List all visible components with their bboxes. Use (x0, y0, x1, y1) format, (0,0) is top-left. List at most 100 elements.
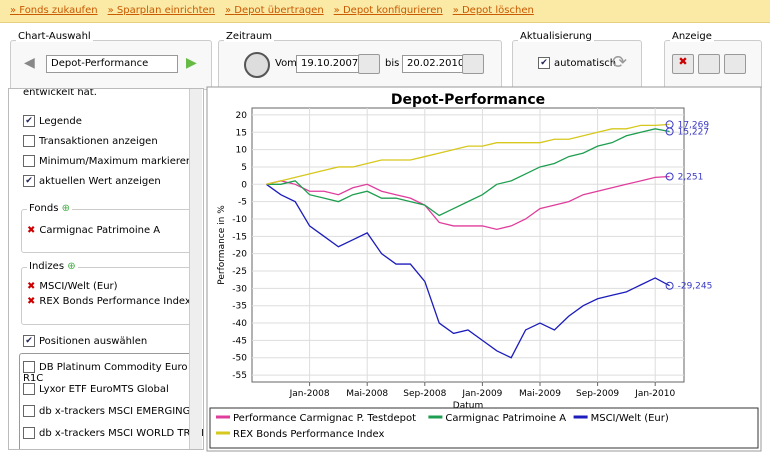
section-title: Fonds (29, 203, 59, 214)
checkbox[interactable]: ✔ (23, 335, 35, 347)
y-tick-label: -15 (232, 232, 247, 242)
chart: Depot-Performance 20 15 10 5 0 -5 -10 -15 -20 -25 -… (206, 86, 762, 452)
checkbox[interactable] (23, 155, 35, 167)
option-label: Minimum/Maximum markieren (39, 156, 193, 167)
fonds-item[interactable]: ✖ Carmignac Patrimoine A (27, 225, 161, 236)
y-tick-label: 10 (236, 146, 248, 156)
nav-link[interactable]: Depot konfigurieren (334, 5, 443, 16)
value-label: 15,227 (678, 127, 710, 137)
y-tick-label: -50 (232, 354, 247, 364)
option[interactable]: Minimum/Maximum markieren (23, 155, 192, 167)
legend-label: Carmignac Patrimoine A (445, 413, 566, 424)
x-tick-label: Jan-2009 (461, 389, 502, 399)
nav-link[interactable]: Depot löschen (453, 5, 534, 16)
y-tick-label: -20 (232, 250, 247, 260)
prev-arrow[interactable]: ◀ (24, 55, 35, 71)
position-item[interactable]: db x-trackers MSCI EMERGING MKT (23, 405, 204, 417)
x-axis-label: Datum (453, 401, 483, 411)
update-option-label: automatisch (554, 58, 617, 69)
index-name: REX Bonds Performance Index (39, 296, 191, 307)
update-option[interactable]: ✔ automatisch (538, 57, 616, 69)
nav-link[interactable]: Fonds zukaufen (10, 5, 98, 16)
indizes-title: Indizes ⊕ (27, 261, 78, 272)
position-name: db x-trackers MSCI WORLD TRN IN (39, 428, 204, 439)
sidebar: entwickelt hat. ✔ Legende Transaktionen a… (8, 88, 204, 450)
y-tick-label: -45 (232, 336, 247, 346)
position-item[interactable]: DB Platinum Commodity Euro R1C (23, 361, 203, 384)
from-date[interactable]: 19.10.2007 (296, 55, 362, 73)
print-button[interactable] (698, 54, 720, 74)
chart-select[interactable]: Depot-Performance (46, 55, 178, 73)
checkbox[interactable]: ✔ (23, 115, 35, 127)
value-label: 17,269 (678, 120, 710, 130)
y-tick-label: -35 (232, 302, 247, 312)
x-tick-label: Jan-2008 (289, 389, 330, 399)
x-tick-label: Sep-2009 (576, 389, 619, 399)
y-tick-label: -30 (232, 284, 247, 294)
calendar-button[interactable] (358, 54, 380, 74)
y-tick-label: -10 (232, 215, 247, 225)
nav-link[interactable]: Depot übertragen (225, 5, 324, 16)
position-name: Lyxor ETF EuroMTS Global (39, 384, 169, 395)
y-tick-label: -40 (232, 319, 247, 329)
option[interactable]: ✔ aktuellen Wert anzeigen (23, 175, 161, 187)
position-item[interactable]: Lyxor ETF EuroMTS Global (23, 383, 169, 395)
next-arrow[interactable]: ▶ (186, 55, 197, 71)
series-line (266, 128, 670, 217)
y-tick-label: 5 (241, 163, 247, 173)
value-marker (665, 172, 674, 181)
legend-label: Performance Carmignac P. Testdepot (233, 413, 416, 424)
y-tick-label: 20 (236, 111, 248, 121)
group-label: Aktualisierung (518, 31, 594, 42)
section-title: Indizes (29, 261, 65, 272)
zoom-button[interactable] (724, 54, 746, 74)
group-label: Anzeige (670, 31, 714, 42)
y-tick-label: -25 (232, 267, 247, 277)
x-tick-label: Jan-2010 (634, 389, 675, 399)
index-item[interactable]: ✖ REX Bonds Performance Index (27, 296, 191, 307)
x-tick-label: Sep-2008 (403, 389, 446, 399)
position-name: DB Platinum Commodity Euro R1C (23, 362, 188, 384)
y-tick-label: -5 (238, 198, 247, 208)
clock-icon[interactable] (244, 52, 270, 78)
legend-label: MSCI/Welt (Eur) (591, 413, 669, 424)
series-line (266, 183, 670, 359)
option[interactable]: ✔ Positionen auswählen (23, 335, 147, 347)
from-label: Vom (275, 58, 297, 69)
scrollbar[interactable] (189, 89, 202, 449)
y-axis-label: Performance in % (217, 205, 227, 285)
position-name: db x-trackers MSCI EMERGING MKT (39, 406, 204, 417)
index-item[interactable]: ✖ MSCI/Welt (Eur) (27, 281, 118, 292)
to-date[interactable]: 20.02.2010 (402, 55, 468, 73)
checkbox[interactable] (23, 135, 35, 147)
value-marker (665, 281, 674, 290)
nav-link[interactable]: Sparplan einrichten (108, 5, 215, 16)
legend-box (209, 407, 759, 449)
calendar-button[interactable] (462, 54, 484, 74)
x-tick-label: Mai-2009 (519, 389, 561, 399)
legend-label: REX Bonds Performance Index (233, 429, 385, 440)
option-label: Transaktionen anzeigen (39, 136, 158, 147)
option-label: Positionen auswählen (39, 336, 148, 347)
nav-bar: Fonds zukaufen Sparplan einrichten Depot ü… (0, 0, 770, 23)
fonds-name: Carmignac Patrimoine A (39, 225, 161, 236)
series-line (266, 123, 670, 185)
option[interactable]: Transaktionen anzeigen (23, 135, 158, 147)
chart-title: Depot-Performance (391, 92, 545, 108)
option[interactable]: ✔ Legende (23, 115, 82, 127)
position-item[interactable]: db x-trackers MSCI WORLD TRN IN (23, 427, 204, 439)
option-label: aktuellen Wert anzeigen (39, 176, 161, 187)
index-name: MSCI/Welt (Eur) (39, 281, 118, 292)
fonds-title: Fonds ⊕ (27, 203, 72, 214)
group-label: Zeitraum (224, 31, 275, 42)
series-line (266, 175, 670, 231)
y-tick-label: 15 (236, 128, 247, 138)
checkbox[interactable]: ✔ (23, 175, 35, 187)
fullscreen-button[interactable]: ✖ (672, 54, 694, 74)
plot-area (251, 107, 685, 383)
value-label: -29,245 (678, 282, 713, 292)
checkbox[interactable]: ✔ (538, 57, 550, 69)
refresh-icon[interactable]: ⟳ (612, 52, 628, 73)
y-tick-label: -55 (232, 371, 247, 381)
